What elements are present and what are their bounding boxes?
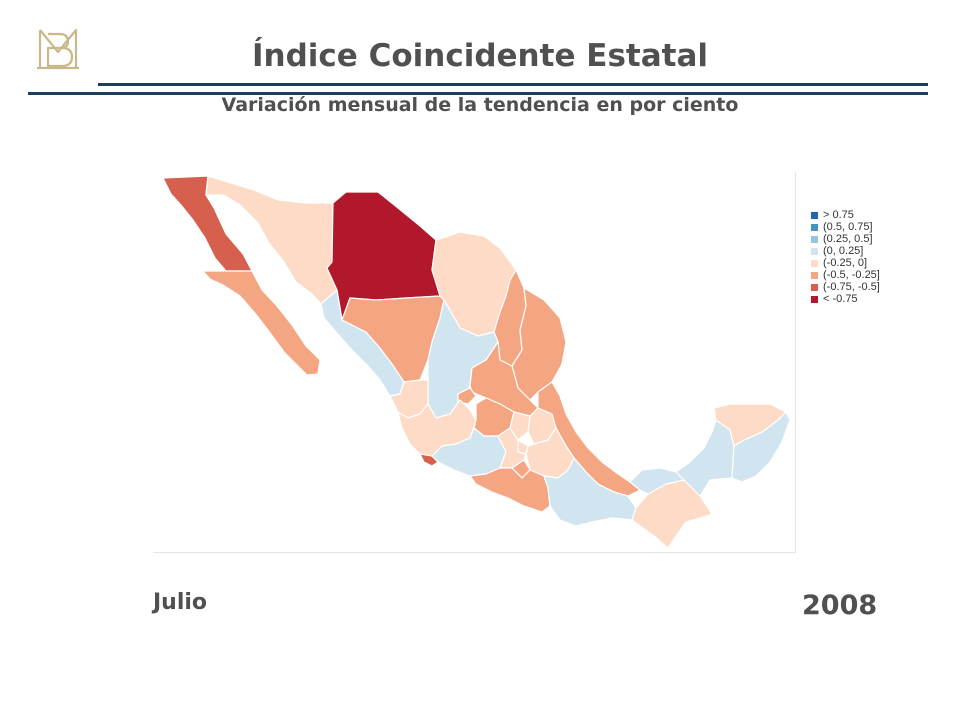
legend-swatch <box>811 211 818 219</box>
state-baja-california-sur <box>202 270 321 376</box>
legend-item: (0.5, 0.75] <box>811 221 880 233</box>
banxico-logo-icon <box>37 28 79 70</box>
legend-label: (-0.25, 0] <box>823 257 868 269</box>
legend-label: (0, 0.25] <box>823 245 864 257</box>
state-queretaro <box>509 411 531 441</box>
legend-item: < -0.75 <box>811 293 880 305</box>
legend-label: (-0.75, -0.5] <box>823 281 880 293</box>
month-label: Julio <box>153 590 208 615</box>
mexico-choropleth-map <box>162 175 791 549</box>
legend-item: > 0.75 <box>811 209 880 221</box>
legend-swatch <box>811 223 818 231</box>
legend-item: (-0.75, -0.5] <box>811 281 880 293</box>
legend-swatch <box>811 295 818 303</box>
year-label: 2008 <box>802 590 878 621</box>
state-yucatan <box>713 403 787 447</box>
legend-item: (-0.5, -0.25] <box>811 269 880 281</box>
legend-label: (0.25, 0.5] <box>823 233 873 245</box>
legend-swatch <box>811 235 818 243</box>
legend-label: (-0.5, -0.25] <box>823 269 880 281</box>
state-oaxaca <box>543 457 637 527</box>
legend-label: < -0.75 <box>823 293 858 305</box>
legend-item: (-0.25, 0] <box>811 257 880 269</box>
legend-item: (0.25, 0.5] <box>811 233 880 245</box>
state-tamaulipas <box>511 287 567 401</box>
legend-swatch <box>811 271 818 279</box>
map-frame-right <box>795 172 796 553</box>
state-sonora <box>205 175 338 305</box>
header-rule-top <box>98 83 928 86</box>
legend-item: (0, 0.25] <box>811 245 880 257</box>
legend-label: (0.5, 0.75] <box>823 221 873 233</box>
header-rule-bottom <box>28 92 928 95</box>
legend-swatch <box>811 247 818 255</box>
legend-label: > 0.75 <box>823 209 854 221</box>
map-frame-bottom <box>153 552 796 553</box>
state-aguascalientes <box>457 387 477 405</box>
state-colima <box>419 453 439 467</box>
legend-swatch <box>811 259 818 267</box>
page-title: Índice Coincidente Estatal <box>251 38 708 74</box>
legend-swatch <box>811 283 818 291</box>
map-legend: > 0.75 (0.5, 0.75] (0.25, 0.5] (0, 0.25] (-0… <box>811 209 880 305</box>
page-subtitle: Variación mensual de la tendencia en por… <box>221 94 739 116</box>
state-guerrero <box>469 467 551 513</box>
